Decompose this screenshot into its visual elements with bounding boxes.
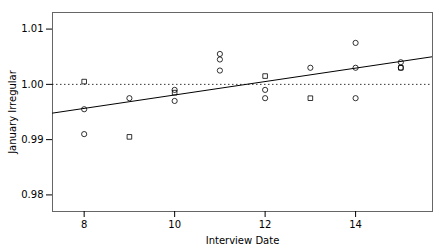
svg-text:10: 10 <box>168 219 181 230</box>
svg-text:8: 8 <box>81 219 87 230</box>
svg-text:0.98: 0.98 <box>21 189 43 200</box>
svg-text:0.99: 0.99 <box>21 134 43 145</box>
svg-text:14: 14 <box>349 219 362 230</box>
svg-text:12: 12 <box>259 219 272 230</box>
svg-text:1.01: 1.01 <box>21 23 43 34</box>
svg-text:1.00: 1.00 <box>21 79 43 90</box>
svg-text:January Irregular: January Irregular <box>7 69 18 155</box>
svg-text:Interview Date: Interview Date <box>206 235 280 246</box>
